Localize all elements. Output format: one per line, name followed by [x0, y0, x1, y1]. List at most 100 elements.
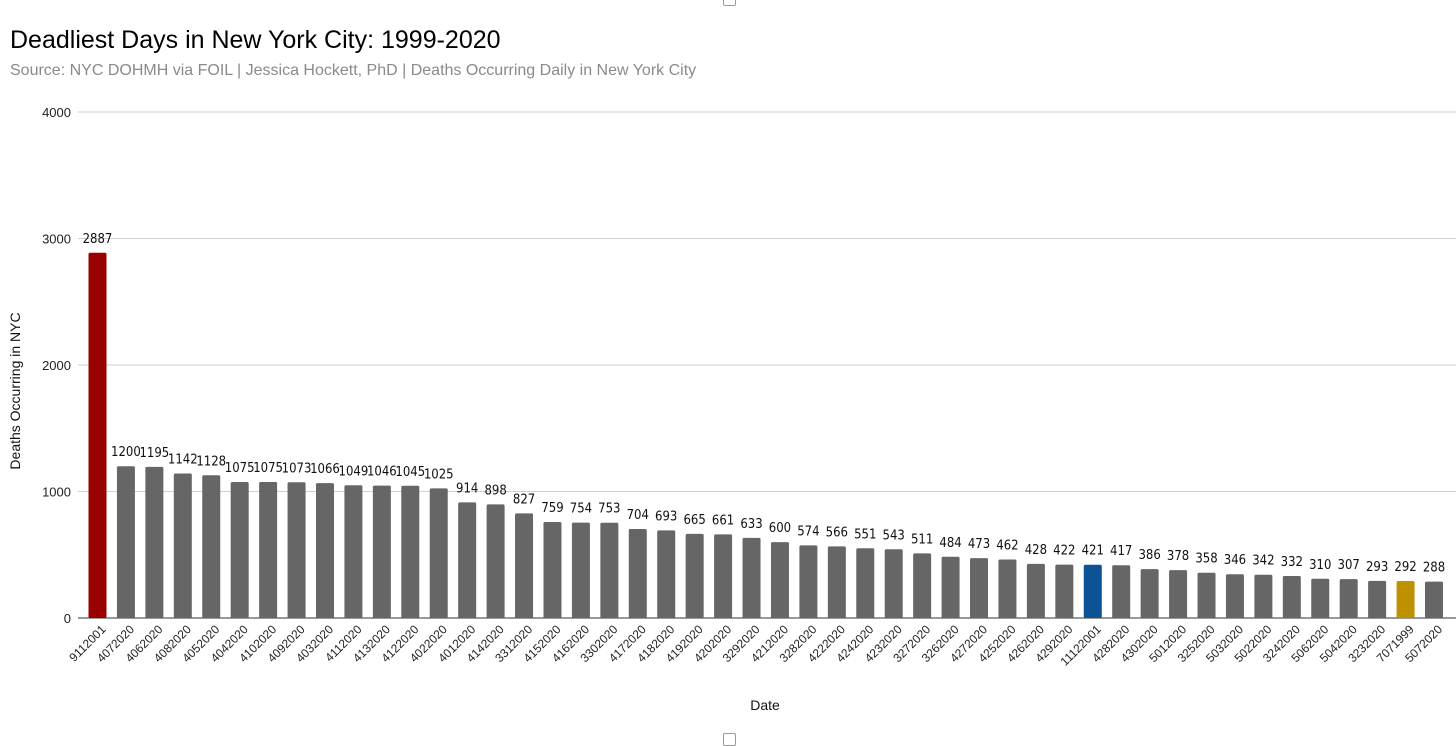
data-label: 462 — [996, 539, 1018, 554]
data-label: 1142 — [168, 453, 198, 468]
data-label: 1045 — [395, 465, 425, 480]
data-label: 422 — [1053, 544, 1075, 559]
bar[interactable] — [1396, 581, 1415, 618]
bar[interactable] — [287, 482, 306, 618]
bar[interactable] — [628, 528, 647, 618]
bar[interactable] — [1026, 563, 1045, 618]
data-label: 574 — [797, 524, 819, 539]
data-label: 566 — [826, 525, 848, 540]
data-label: 898 — [484, 483, 506, 498]
bar[interactable] — [685, 533, 704, 618]
bar[interactable] — [1140, 569, 1159, 618]
bar[interactable] — [429, 488, 448, 618]
data-label: 421 — [1082, 544, 1104, 559]
bar[interactable] — [1425, 581, 1443, 618]
data-label: 473 — [968, 537, 990, 552]
gridlines — [78, 111, 1456, 619]
data-label: 1025 — [424, 467, 454, 482]
data-label: 914 — [456, 481, 478, 496]
data-label: 1200 — [111, 445, 141, 460]
bar[interactable] — [657, 530, 676, 618]
bar[interactable] — [344, 485, 363, 618]
bar[interactable] — [458, 502, 477, 618]
bar[interactable] — [970, 558, 989, 618]
bar[interactable] — [486, 504, 505, 618]
data-label: 2887 — [83, 232, 113, 247]
bar[interactable] — [1112, 565, 1131, 618]
bar[interactable] — [372, 485, 391, 618]
bar[interactable] — [259, 482, 278, 618]
y-tick-label: 2000 — [42, 358, 71, 373]
data-label: 1066 — [310, 462, 340, 477]
data-label: 1075 — [253, 461, 283, 476]
data-label: 386 — [1138, 548, 1160, 563]
bar[interactable] — [230, 482, 249, 618]
data-label: 484 — [939, 536, 961, 551]
bar[interactable] — [714, 534, 733, 618]
bar[interactable] — [770, 542, 789, 618]
data-label: 704 — [627, 508, 649, 523]
bar[interactable] — [1083, 564, 1102, 618]
bar[interactable] — [88, 252, 107, 618]
top-resize-handle[interactable] — [723, 0, 736, 6]
bar[interactable] — [1254, 574, 1273, 618]
y-tick-label: 3000 — [42, 232, 71, 247]
bar[interactable] — [202, 475, 221, 618]
bar[interactable] — [1169, 570, 1188, 618]
bar[interactable] — [742, 537, 761, 618]
bar[interactable] — [145, 466, 164, 618]
bar[interactable] — [913, 553, 932, 618]
data-label: 307 — [1338, 558, 1360, 573]
data-label: 1128 — [196, 454, 226, 469]
data-label: 753 — [598, 502, 620, 517]
y-axis-ticks: 0 1000 2000 3000 4000 — [42, 105, 71, 626]
bar[interactable] — [856, 548, 875, 618]
bar[interactable] — [941, 556, 960, 618]
bar[interactable] — [884, 549, 903, 618]
data-label: 693 — [655, 509, 677, 524]
y-tick-label: 1000 — [42, 485, 71, 500]
data-label: 1046 — [367, 465, 397, 480]
bottom-resize-handle[interactable] — [723, 733, 736, 746]
x-axis-title: Date — [750, 697, 780, 713]
x-axis-ticks: 9112001407202040620204082020405202040420… — [66, 622, 1445, 669]
data-label: 551 — [854, 527, 876, 542]
data-label: 827 — [513, 492, 535, 507]
bar[interactable] — [998, 559, 1017, 618]
bar[interactable] — [315, 483, 334, 618]
bar[interactable] — [1339, 579, 1358, 618]
bar[interactable] — [1368, 580, 1387, 618]
bar[interactable] — [1197, 572, 1216, 618]
data-label: 759 — [541, 501, 563, 516]
bar[interactable] — [515, 513, 534, 618]
data-label: 543 — [883, 528, 905, 543]
bar[interactable] — [827, 546, 846, 618]
data-label: 665 — [683, 513, 705, 528]
data-label: 1073 — [282, 461, 312, 476]
data-label: 293 — [1366, 560, 1388, 575]
data-label: 358 — [1195, 552, 1217, 567]
data-label: 332 — [1281, 555, 1303, 570]
data-label: 1049 — [339, 464, 369, 479]
data-label: 417 — [1110, 544, 1132, 559]
bar[interactable] — [401, 485, 420, 618]
data-label: 661 — [712, 513, 734, 528]
bars — [88, 252, 1443, 618]
bar[interactable] — [571, 522, 590, 618]
bar[interactable] — [1055, 564, 1074, 618]
bar[interactable] — [799, 545, 818, 618]
chart-title: Deadliest Days in New York City: 1999-20… — [10, 26, 501, 54]
bar[interactable] — [116, 466, 135, 618]
bar[interactable] — [1225, 574, 1244, 618]
data-label: 511 — [911, 532, 933, 547]
bar[interactable] — [1311, 578, 1330, 618]
bar[interactable] — [1282, 576, 1301, 618]
chart-subtitle: Source: NYC DOHMH via FOIL | Jessica Hoc… — [10, 62, 697, 79]
data-labels: 2887120011951142112810751075107310661049… — [83, 232, 1446, 576]
bar[interactable] — [173, 473, 192, 618]
bar[interactable] — [543, 521, 562, 618]
bar[interactable] — [600, 522, 619, 618]
data-label: 346 — [1224, 553, 1246, 568]
data-label: 754 — [570, 502, 592, 517]
